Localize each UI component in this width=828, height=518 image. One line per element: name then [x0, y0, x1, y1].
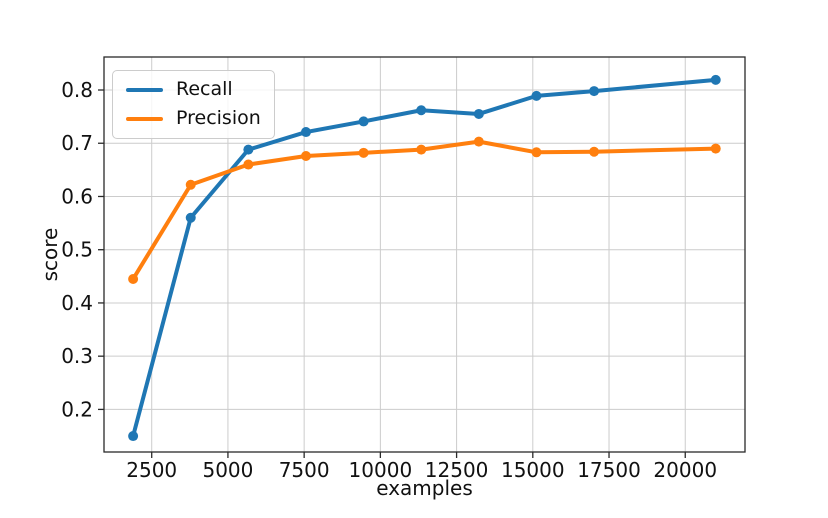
data-point-recall [473, 108, 484, 119]
axis-layer: 2500 5000 7500 10000 12500 15000 17500 20000 0.2… [61, 56, 746, 482]
data-point-precision [300, 151, 311, 162]
y-tick-label: 0.6 [61, 184, 93, 208]
y-tick-label: 0.5 [61, 238, 93, 262]
legend-line-sample-recall [126, 87, 163, 92]
x-tick-label: 15000 [501, 458, 565, 482]
data-point-recall [300, 127, 311, 138]
legend-line-sample-precision [126, 116, 163, 121]
y-tick-label: 0.2 [61, 397, 93, 421]
data-point-recall [358, 116, 369, 127]
data-point-precision [473, 136, 484, 147]
data-point-recall [243, 144, 254, 155]
x-tick-label: 17500 [577, 458, 641, 482]
data-point-recall [710, 74, 721, 85]
series-line-recall [131, 77, 718, 439]
x-tick-label: 5000 [202, 458, 253, 482]
plot-border [103, 56, 746, 453]
data-point-recall [531, 90, 542, 101]
data-point-precision [358, 147, 369, 158]
data-point-precision [531, 147, 542, 158]
x-tick-label: 20000 [653, 458, 717, 482]
data-point-precision [589, 146, 600, 157]
x-axis-label: examples [376, 476, 473, 500]
series-line-precision [131, 139, 718, 281]
data-point-recall [185, 212, 196, 223]
data-point-recall [589, 86, 600, 97]
data-point-precision [128, 273, 139, 284]
series-layer [128, 74, 721, 442]
y-tick-label: 0.8 [61, 78, 93, 102]
y-axis-label: score [38, 228, 62, 282]
legend-label-precision: Precision [176, 106, 261, 129]
data-point-precision [416, 144, 427, 155]
data-point-precision [243, 159, 254, 170]
data-point-recall [128, 431, 139, 442]
legend-item-precision: Precision [126, 106, 261, 130]
y-tick-label: 0.4 [61, 291, 93, 315]
y-tick-label: 0.3 [61, 344, 93, 368]
data-point-precision [710, 143, 721, 154]
data-point-recall [416, 105, 427, 116]
legend-item-recall: Recall [126, 78, 261, 101]
grid-layer [104, 57, 745, 452]
x-tick-label: 12500 [425, 458, 489, 482]
legend-label-recall: Recall [176, 78, 233, 100]
y-tick-label: 0.7 [61, 131, 93, 155]
data-point-precision [185, 179, 196, 190]
x-tick-label: 7500 [279, 458, 330, 482]
legend: Recall Precision [112, 70, 275, 139]
x-tick-label: 2500 [126, 458, 177, 482]
x-tick-label: 10000 [349, 458, 413, 482]
